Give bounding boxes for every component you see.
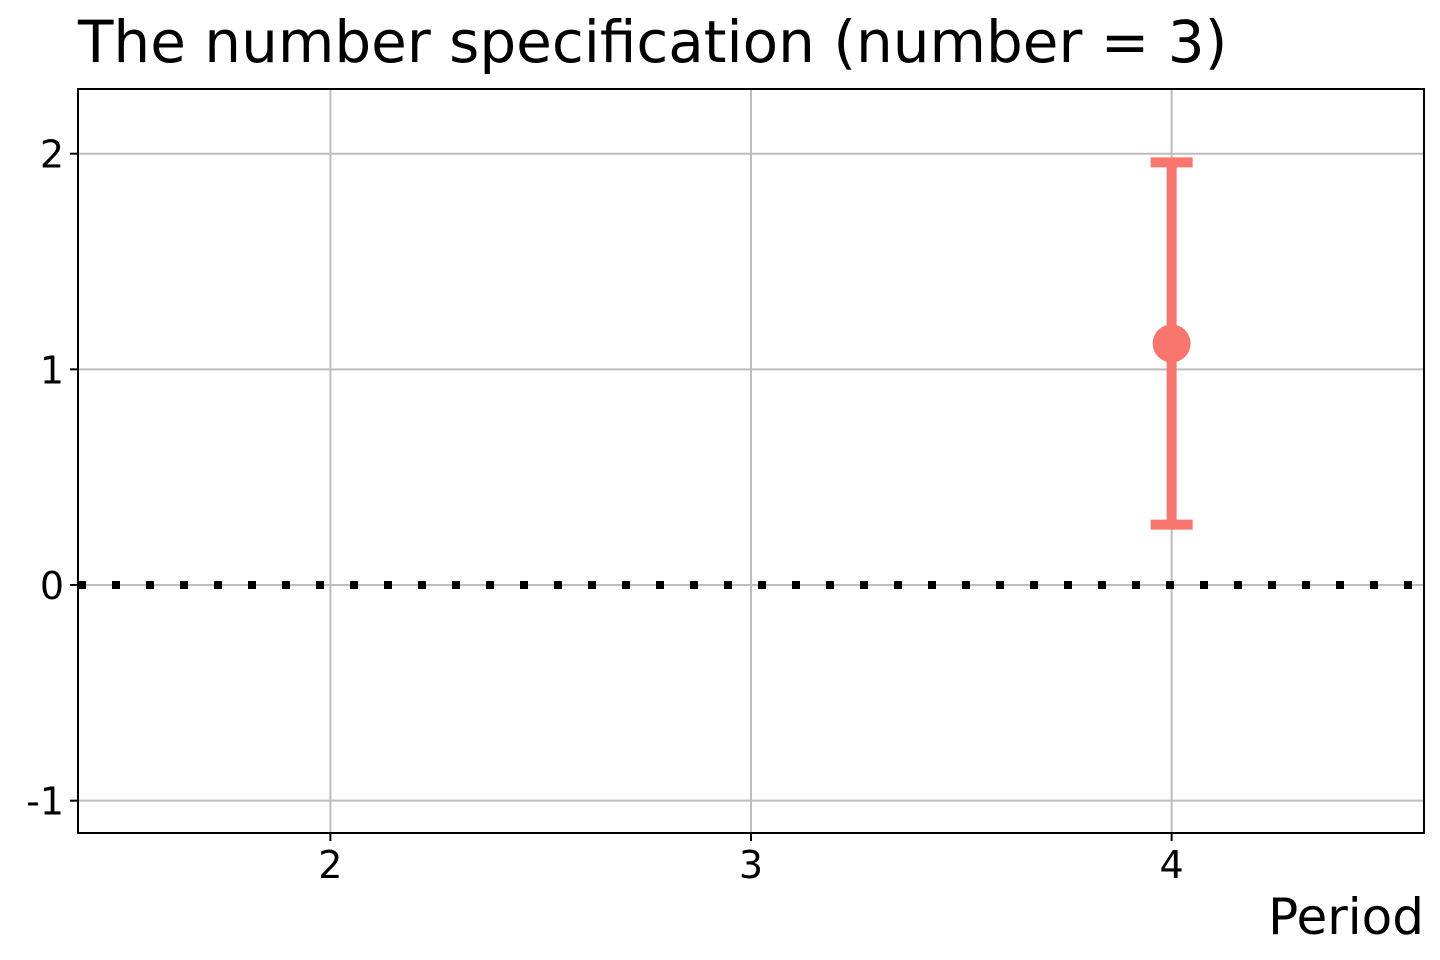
x-axis-ticks: 2 3 4 bbox=[318, 833, 1184, 887]
x-tick-label: 2 bbox=[318, 843, 342, 887]
data-point bbox=[1152, 324, 1191, 363]
x-tick-label: 4 bbox=[1160, 843, 1184, 887]
x-axis-title: Period bbox=[1268, 888, 1424, 946]
chart-title: The number specification (number = 3) bbox=[77, 8, 1227, 76]
grid bbox=[78, 89, 1424, 833]
y-axis-ticks: -1 0 1 2 bbox=[26, 133, 78, 824]
x-tick-label: 3 bbox=[739, 843, 763, 887]
y-tick-label: 0 bbox=[40, 564, 64, 608]
data-marks bbox=[1150, 157, 1193, 530]
y-tick-label: 1 bbox=[40, 348, 64, 392]
y-tick-label: 2 bbox=[40, 133, 64, 177]
y-tick-label: -1 bbox=[26, 780, 64, 824]
